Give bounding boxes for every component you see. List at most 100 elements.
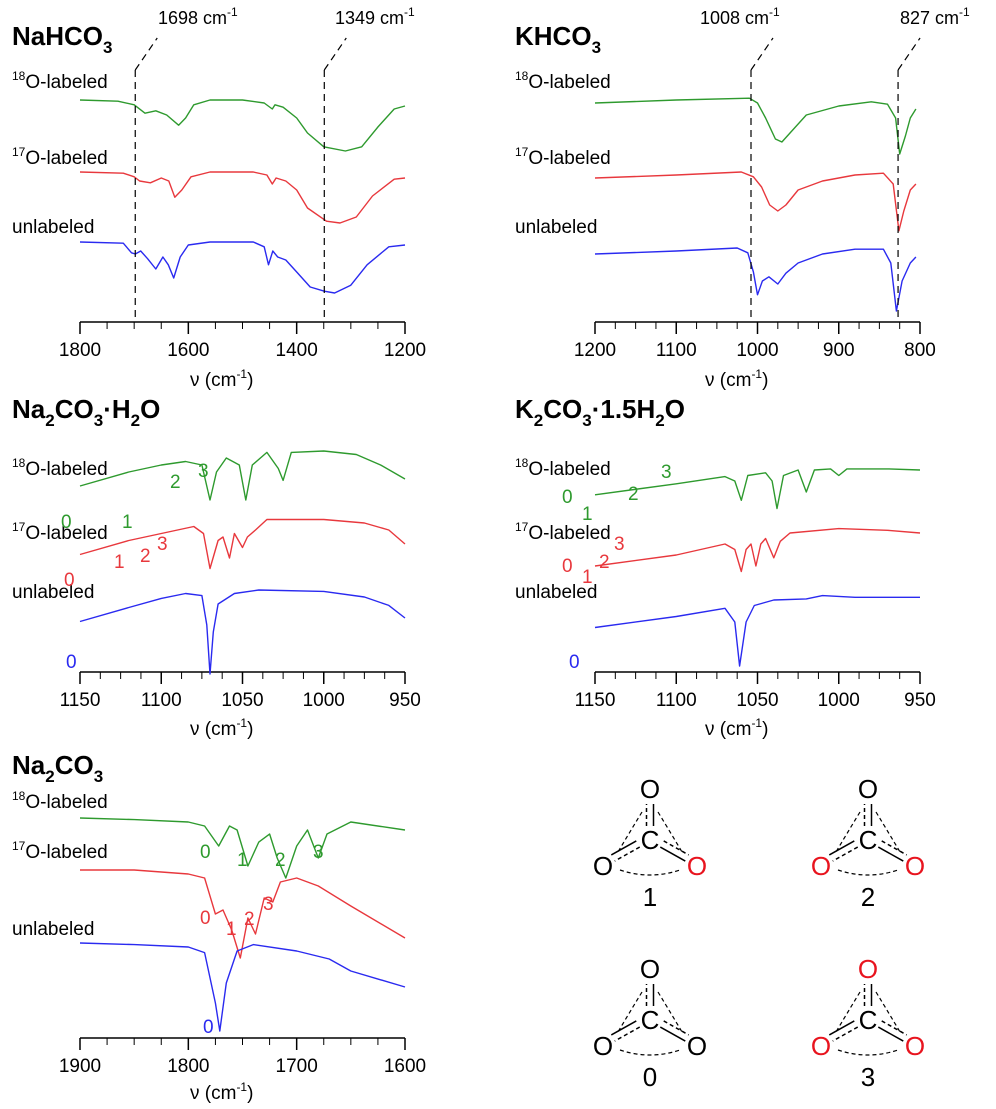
annotation-peak-827: 827 cm-1	[900, 5, 970, 28]
peak-number: 2	[170, 472, 181, 493]
bond-line-dashed	[881, 840, 908, 856]
peak-number: 3	[614, 534, 625, 555]
delocalization-arc	[617, 811, 643, 853]
spectra-lines	[594, 37, 921, 322]
x-tick-label: 1600	[167, 340, 209, 361]
oxygen-atom-right: O	[687, 851, 707, 881]
peak-number: 2	[628, 484, 639, 505]
series-label-unlabeled: unlabeled	[515, 582, 597, 603]
panel-na2co3: Na2CO3 18O-labeled 17O-labeled unlabeled…	[12, 750, 426, 1104]
bond-line-dashed	[832, 1026, 859, 1042]
peak-number: 0	[200, 908, 211, 929]
x-tick-label: 1100	[656, 690, 697, 711]
annotation-peak-1349: 1349 cm-1	[335, 5, 415, 28]
x-axis-label: ν (cm-1)	[190, 367, 253, 391]
bond-line	[828, 840, 855, 856]
x-tick-label: 1700	[276, 1056, 318, 1077]
spectra-lines	[79, 37, 406, 322]
oxygen-atom-top: O	[640, 774, 660, 804]
x-tick-label: 1800	[167, 1056, 209, 1077]
peak-reference-leader	[134, 37, 158, 71]
series-line-unlabeled	[79, 589, 406, 675]
peak-numbers: 0 1 2 3 0 1 2 3 0	[61, 461, 209, 673]
x-axis-label: ν (cm-1)	[705, 716, 768, 740]
panel-title: K2CO3·1.5H2O	[515, 394, 685, 430]
delocalization-arc	[875, 811, 901, 853]
bond-line	[877, 846, 904, 862]
peak-number: 0	[562, 487, 573, 508]
x-axis-label: ν (cm-1)	[705, 367, 768, 391]
peak-number: 2	[275, 850, 286, 871]
x-tick-label: 1000	[736, 340, 778, 361]
peak-number: 1	[582, 504, 593, 525]
peak-reference-leader	[323, 37, 347, 71]
panel-title: KHCO3	[515, 21, 601, 57]
isotopologue-label: 1	[643, 882, 657, 912]
carbon-atom: C	[859, 1005, 878, 1035]
bond-line-dashed	[663, 840, 690, 856]
peak-number: 2	[599, 552, 610, 573]
series-label-17o: 17O-labeled	[12, 520, 108, 544]
delocalization-arc	[837, 869, 899, 876]
x-tick-label: 1200	[574, 340, 616, 361]
series-line-17O-labeled	[80, 869, 406, 959]
panel-title: NaHCO3	[12, 21, 112, 57]
x-tick-label: 1100	[141, 690, 182, 711]
series-line-18O-labeled	[594, 468, 921, 510]
spectra-lines	[79, 817, 406, 1032]
x-axis-label: ν (cm-1)	[190, 1080, 253, 1104]
series-label-17o: 17O-labeled	[515, 145, 611, 169]
delocalization-arc	[835, 991, 861, 1033]
series-label-18o: 18O-labeled	[12, 789, 108, 813]
isotopologue-label: 3	[861, 1062, 875, 1092]
x-tick-label: 1200	[384, 340, 426, 361]
bond-line	[659, 1026, 686, 1042]
peak-number: 0	[203, 1017, 214, 1038]
series-label-17o: 17O-labeled	[12, 839, 108, 863]
series-label-18o: 18O-labeled	[515, 456, 611, 480]
delocalization-arc	[619, 1049, 681, 1056]
oxygen-atom-top: O	[640, 954, 660, 984]
bond-line-dashed	[881, 1020, 908, 1036]
x-tick-label: 800	[904, 340, 936, 361]
peak-number: 3	[157, 534, 168, 555]
delocalization-arc	[837, 1049, 899, 1056]
annotation-peak-1698: 1698 cm-1	[158, 5, 238, 28]
series-label-17o: 17O-labeled	[12, 145, 108, 169]
carbonate-isotopologue-1: OCO O1	[593, 774, 707, 912]
series-label-unlabeled: unlabeled	[12, 582, 94, 603]
series-label-17o: 17O-labeled	[515, 520, 611, 544]
peak-number: 1	[122, 512, 133, 533]
oxygen-atom-right: O	[905, 851, 925, 881]
oxygen-atom-left: O	[593, 851, 613, 881]
delocalization-arc	[875, 991, 901, 1033]
x-tick-label: 1050	[221, 690, 263, 711]
series-line-18O-labeled	[79, 450, 406, 501]
delocalization-arc	[657, 811, 683, 853]
series-line-18O-labeled	[594, 97, 917, 155]
spectra-lines	[594, 468, 921, 667]
peak-number: 1	[237, 850, 248, 871]
peak-number: 0	[64, 570, 75, 591]
x-axis-ticks: 1150 1100 1050 1000 950	[575, 671, 936, 711]
x-axis-ticks: 1800 1600 1400 1200	[59, 321, 426, 361]
x-tick-label: 950	[389, 690, 421, 711]
isotopologue-label: 2	[861, 882, 875, 912]
isotopologue-label: 0	[643, 1062, 657, 1092]
panel-title: Na2CO3	[12, 750, 103, 786]
series-line-unlabeled	[594, 247, 917, 312]
series-line-unlabeled	[79, 241, 406, 294]
carbonate-isotopologue-2: OCO O2	[811, 774, 925, 912]
oxygen-atom-top: O	[858, 774, 878, 804]
peak-number: 1	[226, 919, 237, 940]
bond-line	[610, 1020, 637, 1036]
panel-na2co3-h2o: Na2CO3·H2O 18O-labeled 17O-labeled unlab…	[12, 394, 421, 740]
series-line-18O-labeled	[79, 99, 406, 152]
panel-nahco3: NaHCO3 1698 cm-1 1349 cm-1 18O-labeled 1…	[12, 5, 426, 391]
x-tick-label: 1100	[656, 340, 697, 361]
peak-number: 3	[198, 461, 209, 482]
peak-number: 3	[661, 462, 672, 483]
delocalization-arc	[619, 869, 681, 876]
series-label-unlabeled: unlabeled	[12, 217, 94, 238]
